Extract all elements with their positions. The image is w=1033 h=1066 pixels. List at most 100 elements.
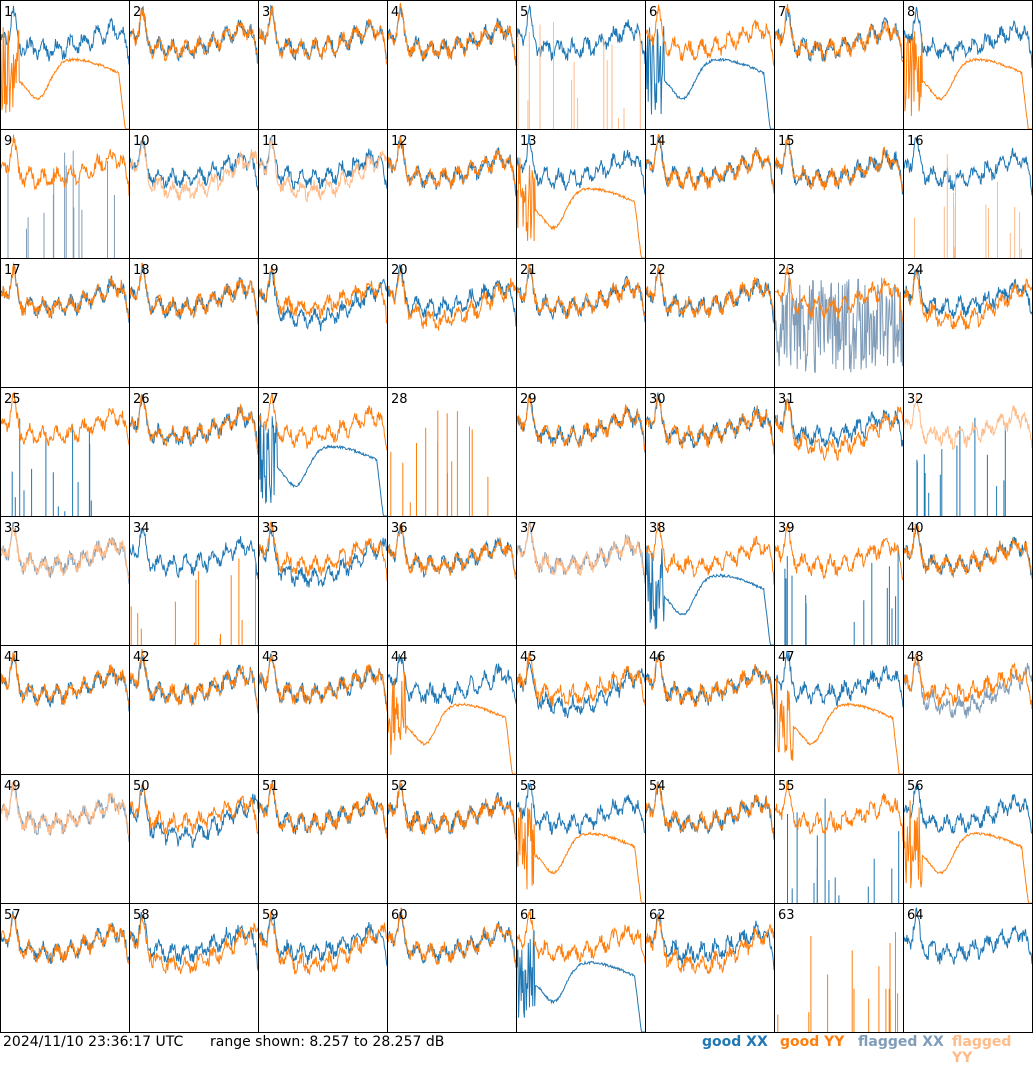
panel-30: 30 [645,387,775,517]
series-yy-21 [516,263,645,320]
panel-19: 19 [258,258,388,388]
series-yy-39 [774,522,903,581]
panel-label-51: 51 [262,779,279,794]
panel-label-23: 23 [778,263,795,278]
series-yy-45 [516,652,645,707]
series-yy-3 [258,6,387,66]
panel-3: 3 [258,0,388,130]
panel-47: 47 [774,645,904,775]
series-yy-42 [129,648,258,714]
series-xx-61 [516,930,645,1032]
legend-good-xx: good XX [702,1034,768,1050]
panel-label-1: 1 [4,5,12,20]
series-yy-37 [516,522,645,576]
series-yy-19 [258,265,387,324]
series-yy-6 [645,4,774,66]
series-yy-54 [645,781,774,834]
panel-55: 55 [774,774,904,904]
panel-label-4: 4 [391,5,399,20]
panel-42: 42 [129,645,259,775]
panel-8: 8 [903,0,1033,130]
series-yy-18 [129,263,258,325]
series-xx-43 [258,653,387,709]
panel-label-3: 3 [262,5,270,20]
series-yy-27 [258,392,387,451]
series-xx-56 [903,784,1032,834]
panel-label-45: 45 [520,650,537,665]
series-yy-60 [387,908,516,968]
panel-label-17: 17 [4,263,21,278]
series-xx-45 [516,660,645,719]
series-yy-17 [0,262,129,319]
series-yy-47 [774,678,903,774]
panel-62: 62 [645,903,775,1033]
panel-56: 56 [903,774,1033,904]
panel-52: 52 [387,774,517,904]
panel-label-40: 40 [907,521,924,536]
panel-31: 31 [774,387,904,517]
panel-51: 51 [258,774,388,904]
series-yy-24 [903,269,1032,330]
panel-label-26: 26 [133,392,150,407]
series-xx-34 [129,527,258,580]
series-xx-62 [645,911,774,971]
panel-label-48: 48 [907,650,924,665]
series-xx-47 [774,650,903,708]
series-xx-8 [903,6,1032,68]
panel-label-19: 19 [262,263,279,278]
panel-label-29: 29 [520,392,537,407]
series-xx-48 [903,658,1032,719]
panel-label-37: 37 [520,521,537,536]
series-yy-13 [516,157,645,258]
series-yy-50 [129,781,258,836]
series-yy-49 [0,780,129,836]
panel-label-12: 12 [391,134,408,149]
series-yy-53 [516,802,645,903]
panel-label-62: 62 [649,908,666,923]
panel-label-57: 57 [4,908,21,923]
panel-25: 25 [0,387,130,517]
series-yy-44 [387,671,516,774]
panel-20: 20 [387,258,517,388]
series-yy-62 [645,914,774,975]
panel-24: 24 [903,258,1033,388]
panel-label-60: 60 [391,908,408,923]
panel-label-34: 34 [133,521,150,536]
panel-label-42: 42 [133,650,150,665]
series-yy-58 [129,914,258,975]
series-yy-16 [914,154,1022,258]
panel-32: 32 [903,387,1033,517]
series-yy-48 [903,653,1032,710]
series-xx-1 [0,5,129,65]
range-text: range shown: 8.257 to 28.257 dB [210,1034,445,1050]
panel-label-24: 24 [907,263,924,278]
panel-50: 50 [129,774,259,904]
panel-21: 21 [516,258,646,388]
series-yy-41 [0,652,129,707]
panel-15: 15 [774,129,904,259]
series-yy-46 [645,655,774,708]
panel-27: 27 [258,387,388,517]
panel-label-7: 7 [778,5,786,20]
panel-label-44: 44 [391,650,408,665]
panel-28: 28 [387,387,517,517]
series-yy-25 [0,391,129,446]
series-yy-14 [645,134,774,194]
series-yy-33 [0,526,129,579]
series-yy-61 [516,910,645,964]
panel-41: 41 [0,645,130,775]
panel-14: 14 [645,129,775,259]
panel-label-20: 20 [391,263,408,278]
series-xx-9 [7,150,115,258]
panel-label-8: 8 [907,5,915,20]
panel-44: 44 [387,645,517,775]
series-xx-27 [258,413,387,516]
panel-label-14: 14 [649,134,666,149]
legend-good-yy: good YY [780,1034,845,1050]
series-yy-28 [390,410,489,516]
series-yy-4 [387,2,516,61]
series-xx-64 [903,907,1032,965]
series-yy-35 [258,521,387,582]
panel-label-2: 2 [133,5,141,20]
